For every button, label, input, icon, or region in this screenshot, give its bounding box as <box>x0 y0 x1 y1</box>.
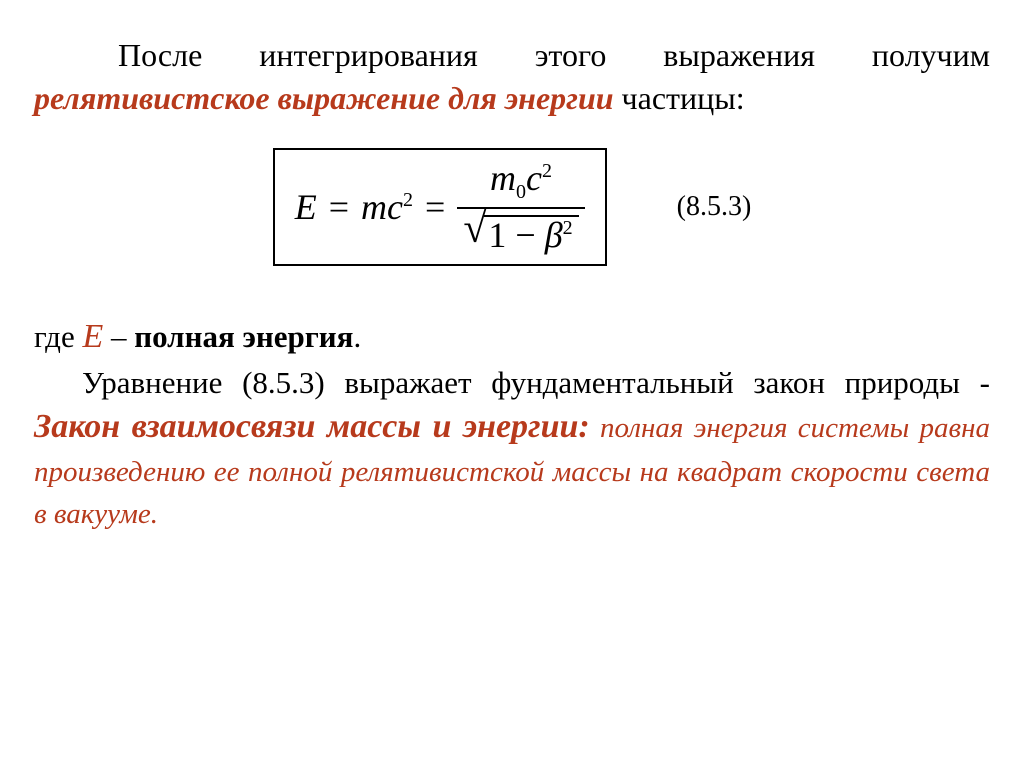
eq-equals-2: = <box>425 186 445 228</box>
where-bold: полная энергия <box>134 319 353 354</box>
eq-beta-exp: 2 <box>563 217 573 239</box>
where-line: где E – полная энергия. <box>34 314 990 360</box>
eq-fraction: m0c2 √ 1 − β2 <box>457 160 584 254</box>
eq-one-minus: 1 − <box>488 215 544 255</box>
eq-num-m-sub: 0 <box>516 182 526 204</box>
where-text-1: где <box>34 319 82 354</box>
eq-mc: mc <box>361 187 403 227</box>
law-title: Закон взаимосвязи массы и энергии: <box>34 408 590 445</box>
intro-text-1: После интегрирования этого выражения пол… <box>118 37 990 73</box>
law-text-1: Уравнение (8.5.3) выражает фундаментальн… <box>82 365 990 400</box>
law-paragraph: Уравнение (8.5.3) выражает фундаментальн… <box>34 362 990 534</box>
eq-lhs: E <box>295 186 317 228</box>
intro-text-3: частицы: <box>614 80 745 116</box>
intro-paragraph: После интегрирования этого выражения пол… <box>34 34 990 120</box>
eq-mc2: mc2 <box>361 186 413 228</box>
where-E: E <box>82 318 103 355</box>
eq-equals-1: = <box>329 186 349 228</box>
equation: E = mc2 = m0c2 √ 1 − β2 <box>295 160 585 254</box>
eq-num-c: c <box>526 158 542 198</box>
eq-sqrt: √ 1 − β2 <box>463 213 578 255</box>
slide: После интегрирования этого выражения пол… <box>34 34 990 733</box>
where-text-4: . <box>353 319 361 354</box>
eq-num-m: m <box>490 158 516 198</box>
eq-beta: β <box>545 215 563 255</box>
radical-icon: √ <box>463 213 486 247</box>
equation-row: E = mc2 = m0c2 √ 1 − β2 <box>34 148 990 266</box>
where-text-2: – <box>103 319 134 354</box>
eq-denominator: √ 1 − β2 <box>457 212 584 255</box>
intro-emphasis: релятивистское выражение для энергии <box>34 80 614 116</box>
eq-mc2-exp: 2 <box>403 189 413 211</box>
eq-numerator: m0c2 <box>484 160 558 203</box>
equation-number: (8.5.3) <box>677 191 752 223</box>
eq-radicand: 1 − β2 <box>484 215 578 255</box>
equation-box: E = mc2 = m0c2 √ 1 − β2 <box>273 148 607 266</box>
eq-num-c-exp: 2 <box>542 160 552 182</box>
